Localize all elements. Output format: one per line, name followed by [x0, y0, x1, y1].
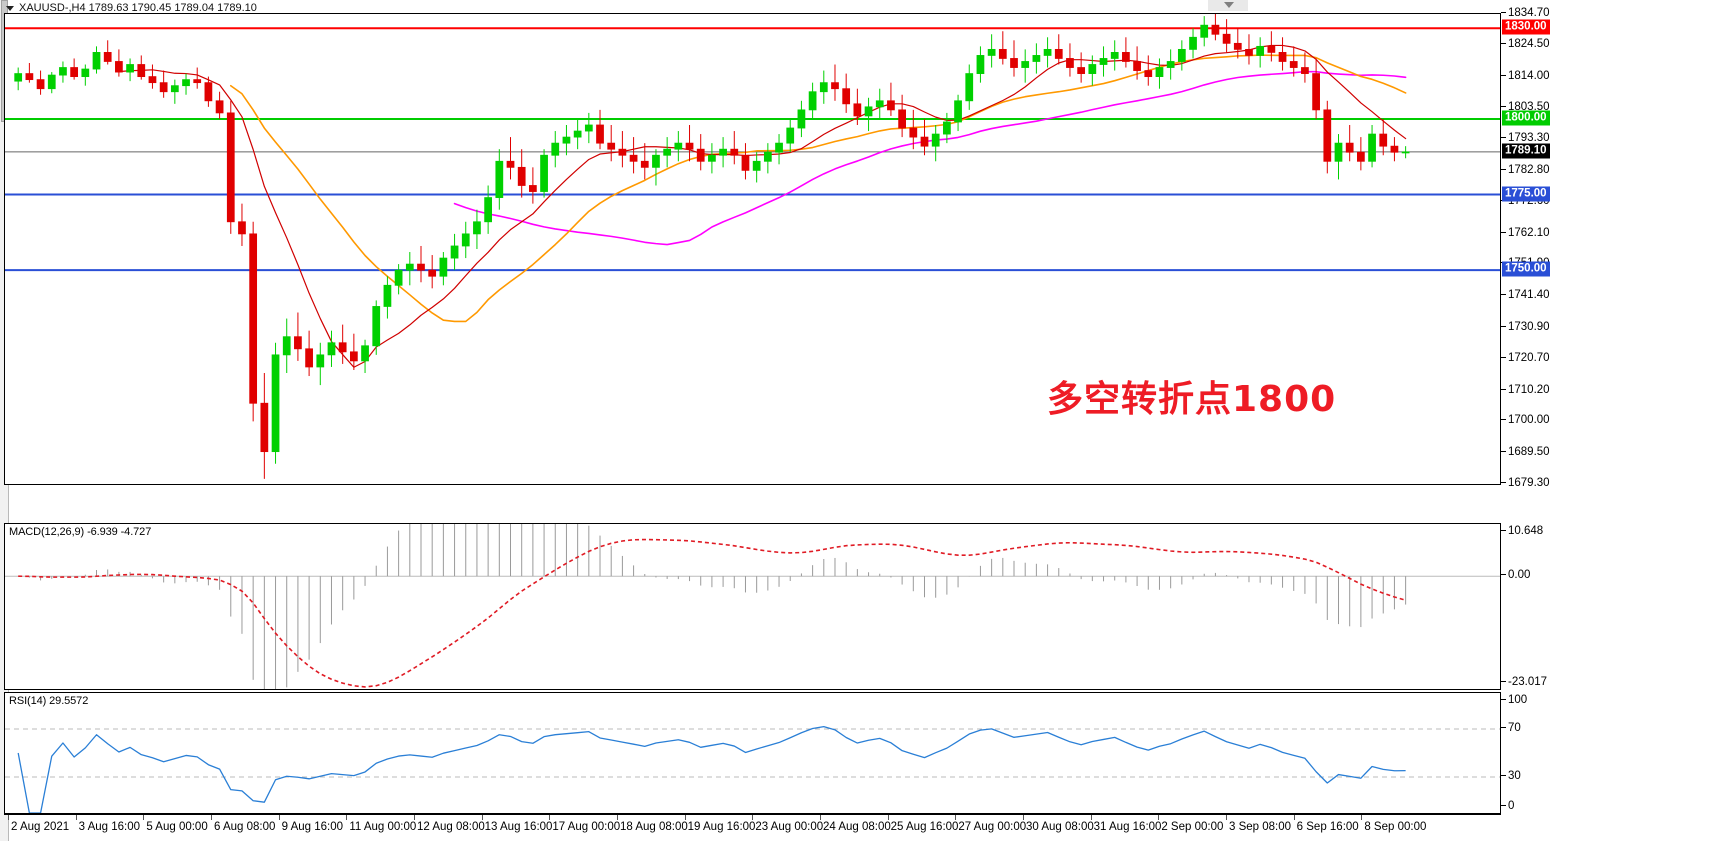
price-tick-label: 1700.00: [1501, 414, 1550, 426]
time-tick-label: 8 Sep 00:00: [1364, 821, 1427, 833]
time-tick-mark: [752, 815, 754, 820]
price-level-badge[interactable]: 1789.10: [1502, 143, 1550, 159]
time-tick-label: 3 Aug 16:00: [78, 821, 141, 833]
chevron-down-icon[interactable]: [1224, 2, 1234, 8]
price-tick-label: 1803.50: [1501, 101, 1550, 113]
price-level-badge[interactable]: 1775.00: [1502, 186, 1550, 202]
time-tick-label: 24 Aug 08:00: [823, 821, 891, 833]
symbol-header: XAUUSD-,H4 1789.63 1790.45 1789.04 1789.…: [6, 1, 257, 15]
symbol-header-text: XAUUSD-,H4 1789.63 1790.45 1789.04 1789.…: [19, 2, 257, 14]
macd-axis-scale[interactable]: 10.648 0.00 -23.017: [1501, 523, 1733, 690]
rsi-tick-label: 100: [1501, 694, 1527, 706]
price-level-badge[interactable]: 1750.00: [1502, 261, 1550, 277]
time-tick-mark: [1293, 815, 1295, 820]
price-tick-label: 1782.80: [1501, 164, 1550, 176]
time-tick-label: 3 Sep 08:00: [1229, 821, 1292, 833]
time-tick-label: 2 Sep 00:00: [1161, 821, 1224, 833]
rsi-tick-label: 0: [1501, 800, 1514, 812]
rsi-label: RSI(14) 29.5572: [9, 695, 89, 707]
price-tick-label: 1814.00: [1501, 70, 1550, 82]
time-tick-label: 27 Aug 00:00: [958, 821, 1027, 833]
price-tick-label: 1793.30: [1501, 132, 1550, 144]
time-tick-mark: [75, 815, 77, 820]
chart-annotation-text: 多空转折点1800: [1047, 379, 1337, 420]
price-axis-scale[interactable]: 1834.70 1824.50 1814.00 1803.50 1793.30 1782.…: [1501, 7, 1733, 489]
rsi-tick-label: 30: [1501, 770, 1521, 782]
rsi-tick-label: 70: [1501, 722, 1521, 734]
time-tick-label: 9 Aug 16:00: [281, 821, 344, 833]
time-tick-mark: [211, 815, 212, 820]
time-tick-label: 31 Aug 16:00: [1093, 821, 1162, 833]
price-tick-label: 1710.20: [1501, 384, 1550, 396]
time-tick-mark: [1158, 815, 1160, 820]
time-tick-label: 12 Aug 08:00: [417, 821, 485, 833]
time-tick-mark: [684, 815, 686, 820]
price-tick-label: 1741.40: [1501, 289, 1550, 301]
price-chart-panel[interactable]: [4, 13, 1501, 485]
price-level-badge[interactable]: 1830.00: [1502, 19, 1550, 35]
time-tick-label: 25 Aug 16:00: [890, 821, 959, 833]
macd-tick-label: 0.00: [1501, 569, 1530, 581]
time-tick-label: 5 Aug 00:00: [146, 821, 208, 833]
price-tick-label: 1762.10: [1501, 227, 1550, 239]
time-tick-mark: [820, 815, 821, 820]
time-tick-mark: [481, 815, 483, 820]
price-tick-label: 1730.90: [1501, 321, 1550, 333]
macd-tick-label: 10.648: [1501, 525, 1543, 537]
rsi-plot-area: [5, 693, 1500, 813]
time-tick-label: 17 Aug 00:00: [552, 821, 621, 833]
time-tick-mark: [346, 815, 348, 820]
time-tick-mark: [143, 815, 145, 820]
time-tick-label: 23 Aug 00:00: [755, 821, 824, 833]
macd-label: MACD(12,26,9) -6.939 -4.727: [9, 526, 152, 538]
time-tick-mark: [278, 815, 280, 820]
rsi-panel[interactable]: RSI(14) 29.5572: [4, 692, 1501, 814]
time-tick-label: 18 Aug 08:00: [620, 821, 688, 833]
time-tick-mark: [1023, 815, 1024, 820]
time-tick-mark: [1361, 815, 1363, 820]
macd-panel[interactable]: MACD(12,26,9) -6.939 -4.727: [4, 523, 1501, 690]
macd-canvas: [5, 524, 1500, 689]
price-tick-label: 1834.70: [1501, 7, 1550, 19]
time-axis[interactable]: 2 Aug 2021 3 Aug 16:00 5 Aug 00:00 6 Aug 08…: [4, 814, 1501, 841]
time-tick-mark: [549, 815, 551, 820]
price-tick-label: 1824.50: [1501, 38, 1550, 50]
price-tick-label: 1689.50: [1501, 446, 1550, 458]
time-tick-label: 19 Aug 16:00: [687, 821, 756, 833]
time-tick-label: 6 Sep 16:00: [1296, 821, 1359, 833]
price-tick-label: 1679.30: [1501, 477, 1550, 489]
rsi-canvas: [5, 725, 1500, 813]
time-tick-mark: [887, 815, 889, 820]
price-level-badge[interactable]: 1800.00: [1502, 110, 1550, 126]
time-tick-mark: [8, 815, 9, 820]
time-tick-mark: [1226, 815, 1227, 820]
time-tick-label: 11 Aug 00:00: [349, 821, 417, 833]
time-tick-mark: [617, 815, 618, 820]
time-tick-mark: [414, 815, 415, 820]
macd-plot-area: [5, 524, 1500, 689]
rsi-axis-scale[interactable]: 100 70 30 0: [1501, 692, 1733, 814]
macd-tick-label: -23.017: [1501, 676, 1547, 688]
price-candlestick-canvas: [5, 14, 1500, 479]
time-tick-label: 30 Aug 08:00: [1026, 821, 1094, 833]
time-tick-mark: [955, 815, 957, 820]
top-bar: [8, 0, 1733, 13]
price-tick-label: 1720.70: [1501, 352, 1550, 364]
time-tick-label: 6 Aug 08:00: [214, 821, 276, 833]
time-tick-mark: [1090, 815, 1092, 820]
price-plot-area: [5, 14, 1500, 484]
time-tick-label: 2 Aug 2021: [11, 821, 70, 833]
time-tick-label: 13 Aug 16:00: [484, 821, 553, 833]
caret-down-icon[interactable]: [6, 5, 14, 11]
